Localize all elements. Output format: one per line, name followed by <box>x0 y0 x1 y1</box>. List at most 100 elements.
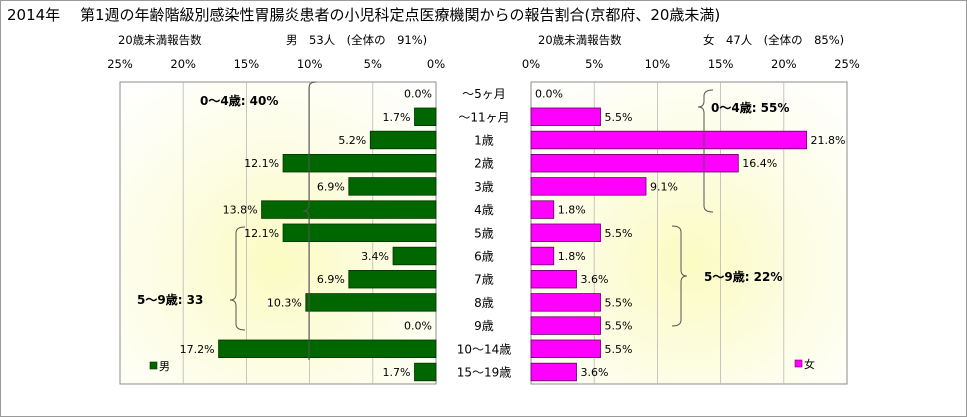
female-value-label: 1.8% <box>558 204 586 217</box>
age-category-label: 2歳 <box>474 157 494 171</box>
male-tick-label: 10% <box>297 57 323 71</box>
age-category-label: 8歳 <box>474 296 494 310</box>
female-header-left: 20歳未満報告数 <box>538 33 622 47</box>
male-value-label: 6.9% <box>317 180 345 193</box>
female-bar <box>530 153 739 173</box>
male-value-labels: 0.0% 1.7% 5.2% 12.1% 6.9% 13.8% 12.1% 3.4% 6.9% 1… <box>180 88 432 379</box>
female-bar <box>530 362 577 382</box>
female-bar <box>530 316 601 335</box>
female-bar <box>530 200 555 219</box>
male-bar <box>218 339 437 359</box>
male-bars <box>218 107 437 382</box>
male-annotation-5-9: 5～9歳: 33 <box>137 292 203 307</box>
female-legend-label: 女 <box>804 357 815 371</box>
female-bar <box>530 269 577 289</box>
male-value-label: 1.7% <box>383 111 411 124</box>
male-bar <box>369 130 437 150</box>
male-legend-swatch <box>149 361 158 370</box>
chart-title: 2014年 第1週の年齢階級別感染性胃腸炎患者の小児科定点医療機関からの報告割合… <box>7 6 720 24</box>
male-tick-label: 20% <box>170 57 196 71</box>
female-bar <box>530 246 555 266</box>
female-panel: 20歳未満報告数 女 47人 (全体の 85%) 0% 5% 10% 15% 20% 25… <box>522 33 860 385</box>
female-value-labels: 0.0% 5.5% 21.8% 16.4% 9.1% 1.8% 5.5% 1.8% 3.6% 5.… <box>535 88 846 379</box>
age-category-label: 10～14歳 <box>457 342 512 356</box>
female-tick-label: 25% <box>834 57 860 71</box>
age-category-label: 5歳 <box>474 226 494 240</box>
male-value-label: 3.4% <box>361 250 389 263</box>
female-bar <box>530 223 601 243</box>
age-category-label: 1歳 <box>474 134 494 148</box>
female-tick-label: 5% <box>585 57 603 71</box>
age-category-label: 15～19歳 <box>457 366 512 380</box>
age-category-label: ～11ヶ月 <box>458 110 509 124</box>
age-category-label: 7歳 <box>474 273 494 287</box>
male-value-label: 0.0% <box>404 88 432 101</box>
female-bar <box>530 293 601 312</box>
age-category-label: ～5ヶ月 <box>462 87 506 101</box>
female-value-label: 3.6% <box>581 366 609 379</box>
male-legend-label: 男 <box>159 360 170 373</box>
male-bar <box>414 107 437 127</box>
female-brace-0-4 <box>697 89 714 213</box>
male-panel: 20歳未満報告数 男 53人 (全体の 91%) 25% 20% 15% 10% 5% 0… <box>107 33 445 385</box>
female-value-label: 9.1% <box>650 180 678 193</box>
male-value-label: 12.1% <box>244 157 279 170</box>
male-bar <box>414 362 437 382</box>
female-header-right: 女 47人 (全体の 85%) <box>703 33 844 47</box>
male-brace-0-4 <box>302 81 317 360</box>
male-tick-label: 5% <box>364 57 382 71</box>
male-tick-labels: 25% 20% 15% 10% 5% 0% <box>107 57 445 71</box>
male-value-label: 0.0% <box>404 320 432 333</box>
male-brace-5-9 <box>229 226 246 331</box>
female-value-label: 1.8% <box>558 250 586 263</box>
female-tick-label: 20% <box>771 57 797 71</box>
female-tick-label: 15% <box>708 57 734 71</box>
female-value-label: 5.5% <box>605 111 633 124</box>
female-value-label: 5.5% <box>605 320 633 333</box>
female-bars <box>530 107 807 382</box>
female-bar <box>530 130 807 150</box>
female-bar <box>530 107 601 127</box>
male-value-label: 1.7% <box>383 366 411 379</box>
female-value-label: 3.6% <box>581 273 609 286</box>
male-value-label: 17.2% <box>180 343 215 356</box>
female-value-label: 5.5% <box>605 296 633 309</box>
age-category-label: 3歳 <box>474 180 494 194</box>
male-value-label: 5.2% <box>338 134 366 147</box>
female-annotation-0-4: 0～4歳: 55% <box>711 100 789 115</box>
female-value-label: 16.4% <box>742 157 777 170</box>
male-bar <box>261 200 437 219</box>
female-legend-swatch <box>794 359 803 368</box>
age-category-label: 9歳 <box>474 319 494 333</box>
female-tick-labels: 0% 5% 10% 15% 20% 25% <box>522 57 860 71</box>
female-value-label: 21.8% <box>811 134 846 147</box>
male-bar <box>348 177 437 196</box>
male-header-left: 20歳未満報告数 <box>118 33 202 47</box>
male-bar <box>282 223 437 243</box>
male-value-label: 10.3% <box>267 296 302 309</box>
female-tick-label: 10% <box>645 57 671 71</box>
female-value-label: 5.5% <box>605 227 633 240</box>
female-bar <box>530 177 647 196</box>
male-header-right: 男 53人 (全体の 91%) <box>286 33 427 47</box>
female-annotation-5-9: 5～9歳: 22% <box>704 269 782 284</box>
male-bar <box>348 269 437 289</box>
age-category-labels: ～5ヶ月 ～11ヶ月 1歳 2歳 3歳 4歳 5歳 6歳 7歳 8歳 9歳 10～14歳 15～19歳 <box>457 87 512 379</box>
age-category-label: 4歳 <box>474 203 494 217</box>
female-value-label: 0.0% <box>535 88 563 101</box>
male-value-label: 12.1% <box>244 227 279 240</box>
female-bar <box>530 339 601 359</box>
male-tick-label: 0% <box>427 57 445 71</box>
male-tick-label: 15% <box>234 57 260 71</box>
female-brace-5-9 <box>671 225 688 327</box>
female-tick-label: 0% <box>522 57 540 71</box>
male-value-label: 13.8% <box>223 204 258 217</box>
female-value-label: 5.5% <box>605 343 633 356</box>
male-value-label: 6.9% <box>317 273 345 286</box>
male-bar <box>305 293 437 312</box>
male-bar <box>282 153 437 173</box>
age-category-label: 6歳 <box>474 250 494 264</box>
male-tick-label: 25% <box>107 57 133 71</box>
male-annotation-0-4: 0～4歳: 40% <box>200 93 278 108</box>
